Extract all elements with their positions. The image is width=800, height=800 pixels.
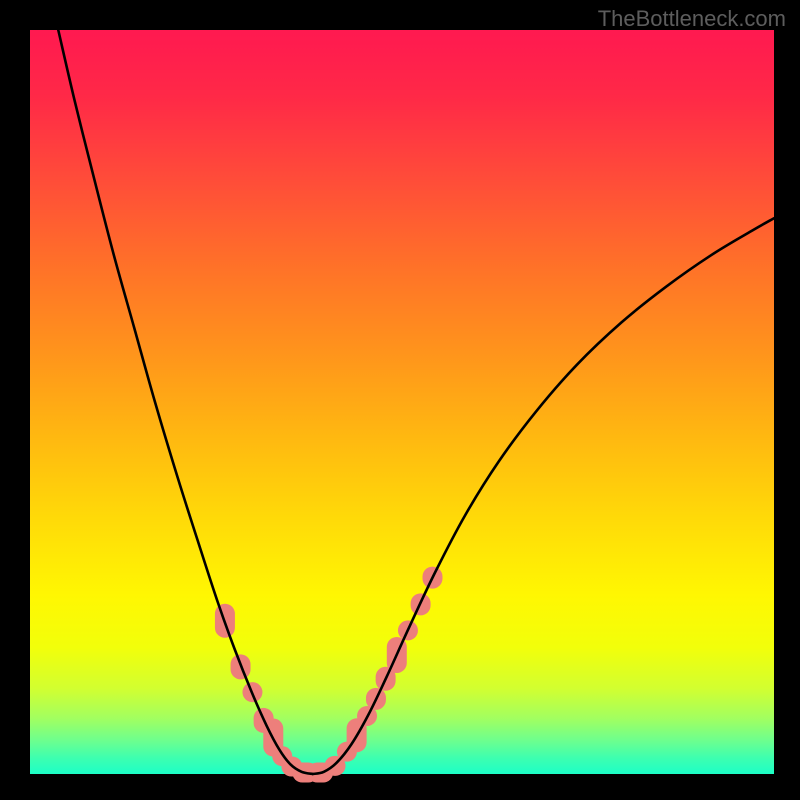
bottleneck-curve bbox=[58, 30, 312, 774]
watermark-text: TheBottleneck.com bbox=[598, 6, 786, 32]
plot-area bbox=[30, 30, 774, 774]
chart-stage: TheBottleneck.com bbox=[0, 0, 800, 800]
curve-layer bbox=[30, 30, 774, 774]
